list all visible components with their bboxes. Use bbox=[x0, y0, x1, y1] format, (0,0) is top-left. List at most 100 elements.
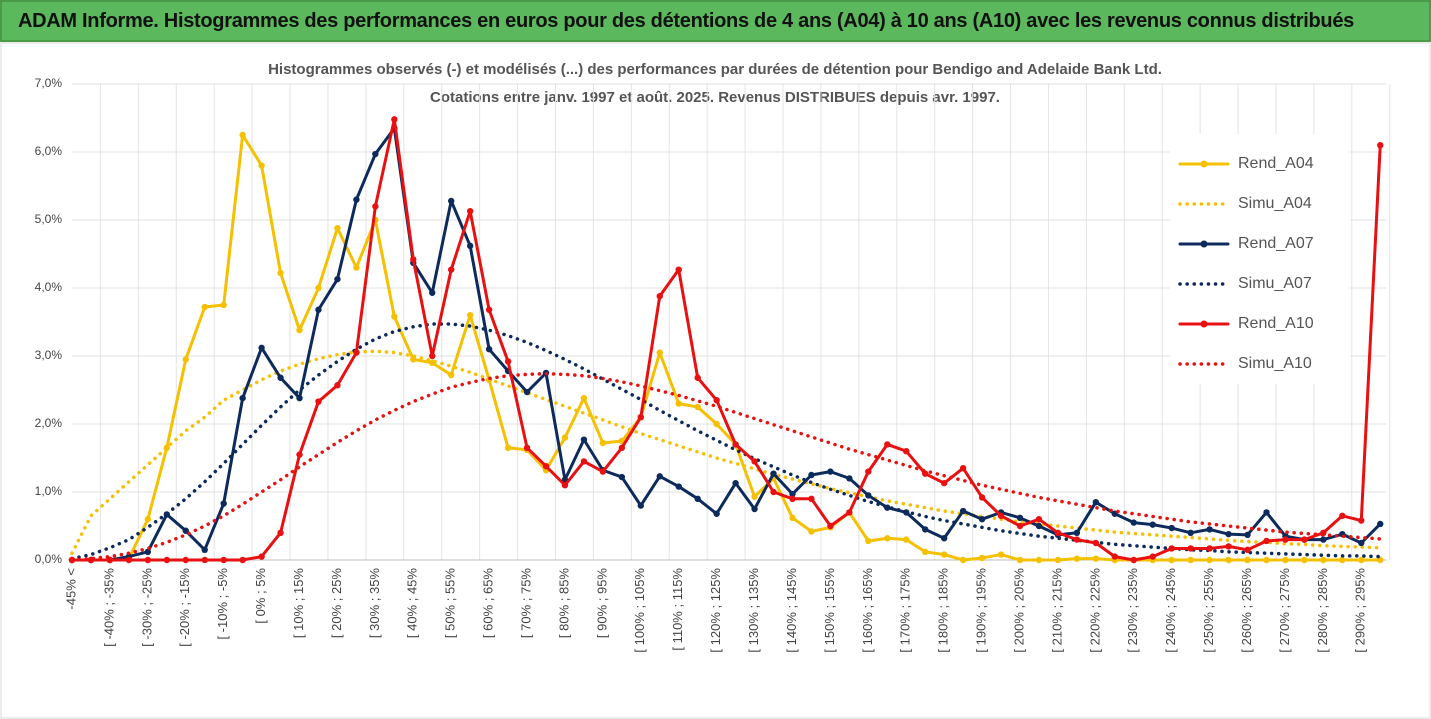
x-tick-label: [ 200% ; 205% bbox=[1011, 568, 1026, 653]
point bbox=[1206, 556, 1213, 564]
point bbox=[732, 479, 739, 487]
x-tick-label: [ 10% ; 15% bbox=[291, 568, 306, 639]
point bbox=[410, 256, 417, 263]
legend-label: Simu_A10 bbox=[1238, 355, 1312, 372]
header: ADAM Informe. Histogrammes des performan… bbox=[0, 0, 1431, 42]
y-tick-label: 7,0% bbox=[35, 76, 63, 90]
point bbox=[315, 306, 322, 313]
point bbox=[1149, 521, 1156, 528]
legend-marker bbox=[1200, 240, 1208, 248]
point bbox=[656, 349, 663, 356]
point bbox=[504, 444, 512, 451]
point bbox=[884, 441, 891, 448]
x-tick-label: [ 30% ; 35% bbox=[367, 568, 382, 639]
point bbox=[353, 349, 360, 356]
point bbox=[1244, 531, 1251, 539]
point bbox=[125, 556, 133, 564]
point bbox=[827, 522, 834, 530]
point bbox=[940, 535, 948, 542]
y-tick-label: 1,0% bbox=[35, 484, 63, 498]
point bbox=[1263, 537, 1270, 545]
point bbox=[1035, 556, 1043, 564]
x-tick-label: -45% < bbox=[63, 568, 78, 610]
point bbox=[504, 358, 512, 365]
point bbox=[106, 556, 114, 564]
point bbox=[675, 483, 682, 490]
legend-label: Rend_A10 bbox=[1238, 315, 1314, 332]
x-tick-label: [ 20% ; 25% bbox=[329, 568, 344, 639]
legend-marker bbox=[1200, 320, 1208, 328]
chart-title: Histogrammes observés (-) et modélisés (… bbox=[268, 61, 1162, 78]
point bbox=[865, 468, 872, 475]
point bbox=[959, 556, 967, 564]
point bbox=[353, 196, 360, 203]
point bbox=[940, 551, 948, 558]
point bbox=[258, 344, 265, 352]
point bbox=[808, 528, 815, 535]
point bbox=[656, 292, 663, 300]
point bbox=[808, 471, 815, 479]
y-tick-label: 4,0% bbox=[35, 280, 63, 294]
point bbox=[1225, 530, 1232, 538]
point bbox=[808, 495, 815, 502]
point bbox=[770, 488, 777, 496]
point bbox=[789, 490, 796, 498]
x-tick-label: [ 140% ; 145% bbox=[784, 568, 799, 653]
x-tick-label: [ -30% ; -25% bbox=[139, 568, 154, 647]
point bbox=[1301, 556, 1308, 564]
point bbox=[713, 510, 720, 517]
point bbox=[1130, 519, 1137, 526]
point bbox=[277, 269, 284, 277]
point bbox=[846, 475, 853, 482]
point bbox=[1016, 514, 1024, 522]
point bbox=[296, 394, 303, 402]
point bbox=[1073, 536, 1081, 543]
point bbox=[789, 514, 796, 522]
x-tick-label: [ -40% ; -35% bbox=[101, 568, 116, 647]
point bbox=[1358, 539, 1365, 547]
header-title: ADAM Informe. Histogrammes des performan… bbox=[18, 9, 1354, 32]
point bbox=[618, 444, 626, 451]
point bbox=[182, 527, 189, 534]
point bbox=[1149, 553, 1156, 560]
point bbox=[239, 394, 246, 402]
point bbox=[789, 495, 796, 502]
point bbox=[523, 388, 531, 396]
point bbox=[542, 462, 550, 470]
point bbox=[1187, 529, 1194, 536]
x-tick-label: [ 150% ; 155% bbox=[822, 568, 837, 653]
point bbox=[429, 289, 436, 296]
point bbox=[1111, 553, 1119, 560]
chart: Histogrammes observés (-) et modélisés (… bbox=[0, 42, 1431, 719]
point bbox=[1377, 520, 1384, 528]
point bbox=[1130, 556, 1137, 564]
observed-line bbox=[70, 126, 1382, 562]
point bbox=[1206, 545, 1213, 552]
point bbox=[751, 458, 758, 465]
point bbox=[959, 465, 967, 472]
point bbox=[580, 458, 588, 465]
point bbox=[1225, 543, 1232, 550]
point bbox=[448, 371, 455, 379]
point bbox=[1035, 522, 1043, 530]
point bbox=[1092, 539, 1100, 547]
x-tick-label: [ 0% ; 5% bbox=[253, 568, 268, 624]
legend-label: Rend_A04 bbox=[1238, 155, 1314, 172]
point bbox=[1092, 499, 1100, 506]
point bbox=[978, 554, 986, 562]
point bbox=[258, 553, 265, 560]
x-tick-label: [ 110% ; 115% bbox=[670, 568, 685, 651]
x-tick-label: [ 180% ; 185% bbox=[936, 568, 951, 653]
point bbox=[903, 448, 910, 455]
point bbox=[201, 556, 208, 564]
point bbox=[884, 535, 891, 542]
point bbox=[1073, 529, 1081, 536]
point bbox=[201, 303, 208, 311]
point bbox=[675, 266, 682, 273]
x-tick-label: [ -10% ; -5% bbox=[215, 568, 230, 640]
point bbox=[865, 537, 872, 545]
point bbox=[637, 414, 644, 421]
point bbox=[182, 356, 189, 363]
legend-marker bbox=[1200, 160, 1208, 168]
point bbox=[277, 529, 284, 536]
